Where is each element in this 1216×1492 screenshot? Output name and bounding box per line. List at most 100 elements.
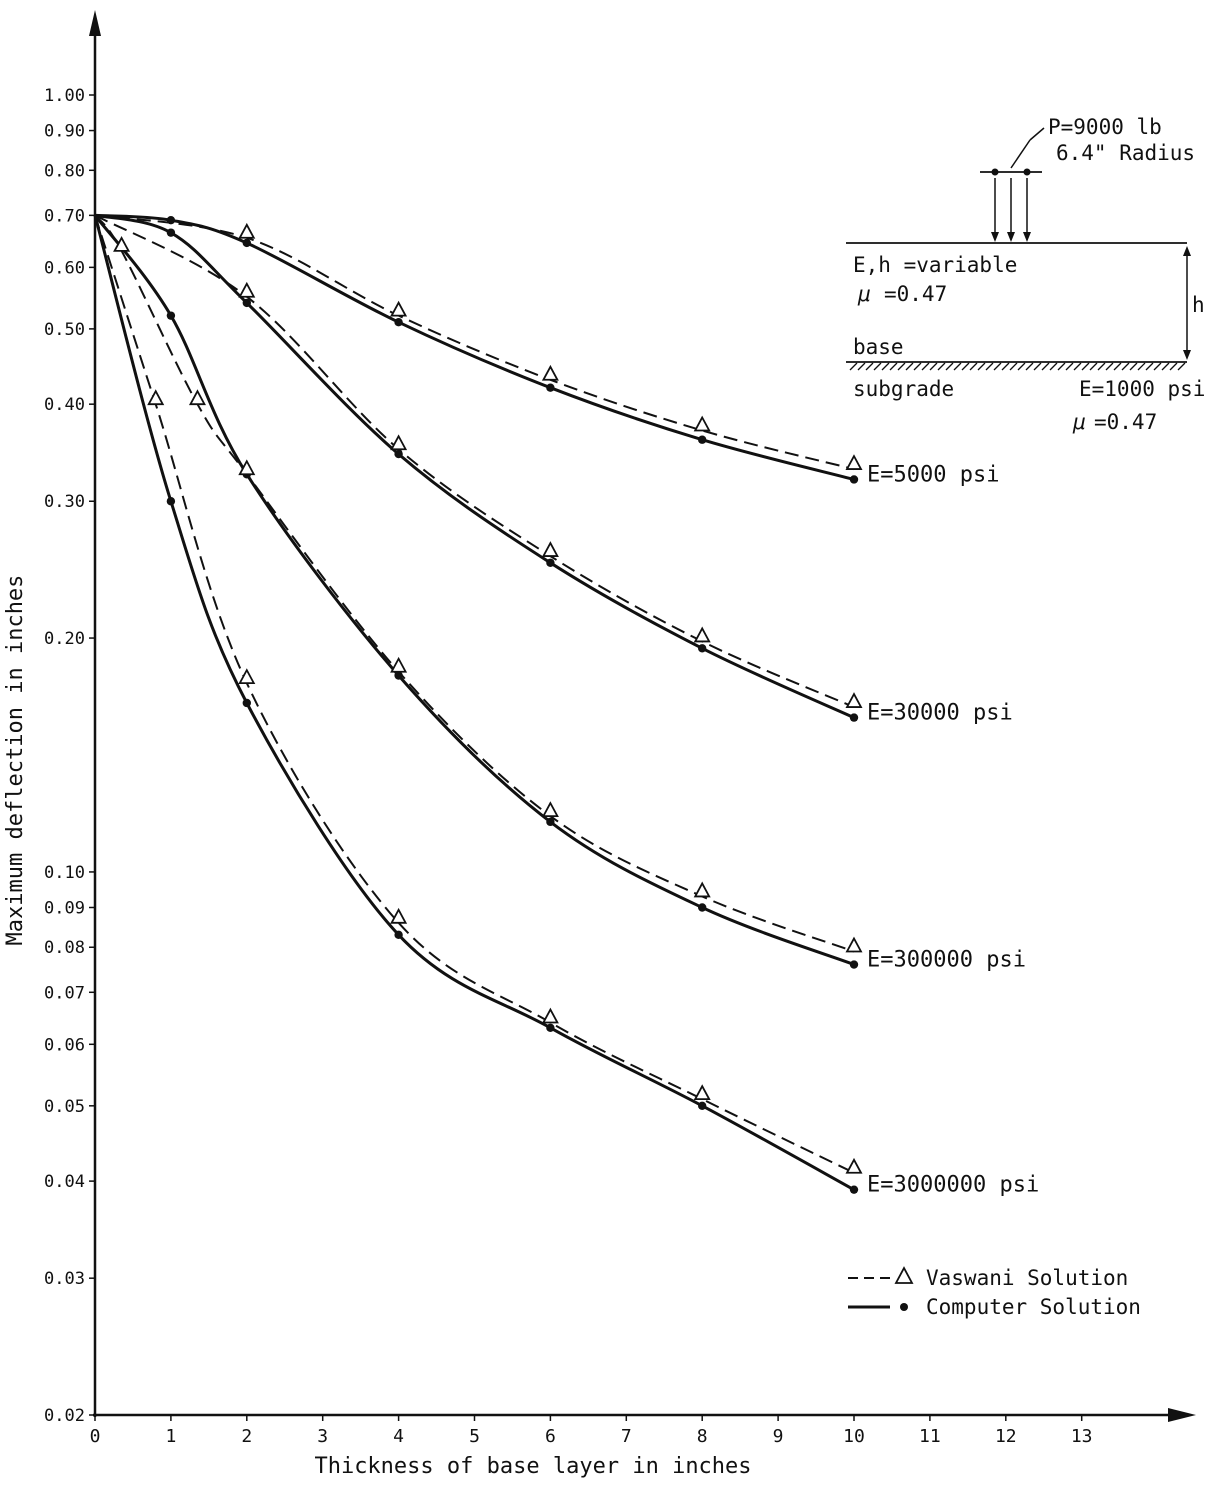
x-axis-title: Thickness of base layer in inches xyxy=(314,1454,751,1479)
hatch-stroke xyxy=(1121,362,1130,371)
vaswani-point-e-3000000-psi xyxy=(238,668,256,685)
computer-point-e-30000-psi xyxy=(849,713,859,722)
x-tick-label: 11 xyxy=(919,1426,941,1447)
computer-line-e-300000-psi xyxy=(93,214,855,966)
vaswani-point-e-5000-psi xyxy=(238,222,256,239)
hatch-stroke xyxy=(1057,362,1066,371)
hatch-stroke xyxy=(1153,362,1162,371)
load-arrowhead-1 xyxy=(991,232,999,242)
inset-layer-mu: =0.47 xyxy=(884,282,947,306)
vaswani-point-e-300000-psi xyxy=(693,881,711,898)
curve-label-e-5000-psi: E=5000 psi xyxy=(867,462,999,487)
y-tick-label: 0.07 xyxy=(44,983,85,1003)
y-tick-label: 0.30 xyxy=(44,492,85,512)
computer-point-e-3000000-psi xyxy=(242,698,251,708)
x-tick-label: 10 xyxy=(843,1426,865,1447)
hatch-stroke xyxy=(1137,362,1146,371)
vaswani-point-e-5000-psi xyxy=(390,300,408,317)
computer-point-e-300000-psi xyxy=(849,960,859,969)
y-tick-label: 1.00 xyxy=(44,86,85,106)
x-tick-label: 1 xyxy=(165,1426,176,1447)
vaswani-point-e-300000-psi xyxy=(113,236,131,252)
vaswani-point-e-300000-psi xyxy=(541,801,559,817)
vaswani-point-e-300000-psi xyxy=(845,936,863,953)
series xyxy=(93,213,863,1194)
y-tick-label: 0.05 xyxy=(44,1097,85,1117)
y-tick-label: 0.04 xyxy=(44,1172,85,1192)
computer-point-e-300000-psi xyxy=(698,903,707,912)
x-tick-label: 8 xyxy=(697,1426,708,1447)
vaswani-point-e-5000-psi xyxy=(693,415,711,432)
computer-line-e-30000-psi xyxy=(94,213,855,719)
inset-layer-label: E,h =variable xyxy=(853,253,1017,277)
vaswani-point-e-300000-psi xyxy=(238,459,256,476)
computer-point-e-30000-psi xyxy=(242,298,251,308)
hatch-stroke xyxy=(1001,362,1010,371)
x-tick-label: 7 xyxy=(621,1426,632,1447)
hatch-stroke xyxy=(1017,362,1026,371)
vaswani-line-e-3000000-psi xyxy=(94,214,855,1174)
hatch-stroke xyxy=(953,362,962,371)
hatch-stroke xyxy=(1169,362,1178,371)
hatch-stroke xyxy=(1041,362,1050,371)
y-tick-label: 0.06 xyxy=(44,1035,85,1055)
computer-point-e-3000000-psi xyxy=(849,1185,859,1194)
vaswani-point-e-5000-psi xyxy=(845,454,863,470)
vaswani-line-e-5000-psi xyxy=(94,214,855,471)
computer-point-e-5000-psi xyxy=(546,383,555,392)
computer-point-e-3000000-psi xyxy=(546,1023,555,1033)
computer-point-e-5000-psi xyxy=(849,475,859,484)
hatch-stroke xyxy=(1129,362,1138,371)
x-tick-label: 3 xyxy=(317,1426,328,1447)
hatch-stroke xyxy=(1177,362,1186,371)
hatch-stroke xyxy=(969,362,978,371)
computer-line-e-3000000-psi xyxy=(93,214,855,1192)
inset-subgrade-e: E=1000 psi xyxy=(1079,377,1205,401)
load-edge-dot-right xyxy=(1023,168,1031,176)
x-tick-label: 6 xyxy=(545,1426,556,1447)
y-tick-label: 0.20 xyxy=(44,629,85,649)
legend-computer-label: Computer Solution xyxy=(926,1295,1141,1319)
load-leader xyxy=(1010,139,1031,169)
vaswani-point-e-300000-psi xyxy=(188,389,206,406)
computer-point-e-5000-psi xyxy=(166,216,176,225)
vaswani-point-e-30000-psi xyxy=(693,626,711,643)
computer-point-e-30000-psi xyxy=(394,449,403,459)
y-tick-label: 0.03 xyxy=(44,1269,85,1289)
subgrade-hatching xyxy=(849,362,1186,371)
vaswani-point-e-3000000-psi xyxy=(390,907,408,924)
computer-point-e-300000-psi xyxy=(394,671,403,680)
hatch-stroke xyxy=(873,362,882,371)
inset-base-label: base xyxy=(853,335,904,359)
hatch-stroke xyxy=(857,362,866,371)
hatch-stroke xyxy=(993,362,1002,371)
computer-point-e-3000000-psi xyxy=(166,497,176,506)
hatch-stroke xyxy=(945,362,954,371)
hatch-stroke xyxy=(1081,362,1090,371)
inset-subgrade-mu-symbol: μ xyxy=(1072,410,1086,434)
x-tick-label: 12 xyxy=(995,1426,1017,1447)
computer-point-e-30000-psi xyxy=(166,228,176,237)
vaswani-point-e-30000-psi xyxy=(845,692,863,708)
hatch-stroke xyxy=(985,362,994,371)
computer-point-e-3000000-psi xyxy=(394,930,403,940)
x-tick-label: 2 xyxy=(241,1426,252,1447)
inset-subgrade-label: subgrade xyxy=(853,377,954,401)
curve-label-e-30000-psi: E=30000 psi xyxy=(867,701,1013,726)
vaswani-point-e-30000-psi xyxy=(541,541,559,557)
y-tick-label: 0.70 xyxy=(44,206,85,226)
legend-triangle-marker xyxy=(894,1266,914,1284)
load-arrowhead-3 xyxy=(1023,232,1031,242)
hatch-stroke xyxy=(1073,362,1082,371)
hatch-stroke xyxy=(929,362,938,371)
hatch-stroke xyxy=(1033,362,1042,371)
vaswani-point-e-3000000-psi xyxy=(845,1157,863,1174)
inset-mu-symbol: μ xyxy=(857,282,871,306)
x-tick-label: 9 xyxy=(773,1426,784,1447)
hatch-stroke xyxy=(1097,362,1106,371)
inset-load-label: P=9000 lb xyxy=(1048,115,1162,139)
y-tick-label: 0.10 xyxy=(44,863,85,883)
curve-labels: E=5000 psi E=30000 psi E=300000 psi E=30000… xyxy=(867,462,1039,1197)
inset-h-label: h xyxy=(1192,293,1205,317)
vaswani-point-e-300000-psi xyxy=(390,656,408,673)
